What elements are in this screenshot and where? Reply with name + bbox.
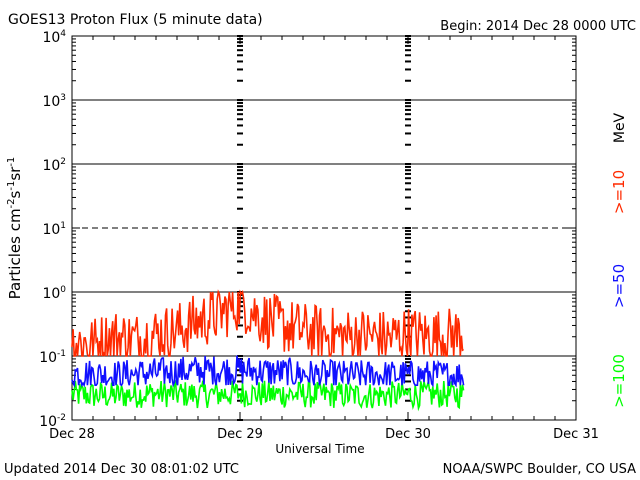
y-tick-base: 10: [42, 158, 60, 174]
y-axis-title: Particles cm-2s-1sr-1: [6, 157, 24, 300]
series-layer: [71, 289, 465, 412]
y-tick-base: 10: [42, 222, 60, 238]
legend-ge50: >=50: [610, 264, 628, 308]
y-axis-title-s: s: [6, 190, 24, 198]
y-tick-base: 10: [42, 94, 60, 110]
y-tick-exponent: 0: [60, 285, 66, 295]
x-tick-label-0: Dec 28: [49, 427, 95, 442]
legend-ge10: >=10: [610, 170, 628, 214]
y-tick-label-3: 101: [42, 221, 66, 238]
y-tick-exponent: 3: [60, 93, 66, 103]
x-axis-title: Universal Time: [275, 442, 364, 456]
y-tick-label-2: 102: [42, 157, 66, 174]
series-line-10mev: [71, 289, 465, 357]
series-line-50mev: [71, 355, 465, 388]
chart-title: GOES13 Proton Flux (5 minute data): [8, 12, 263, 28]
updated-timestamp: Updated 2014 Dec 30 08:01:02 UTC: [4, 462, 239, 477]
y-axis-title-sr: sr: [6, 166, 24, 181]
y-axis-title-text: Particles cm: [6, 208, 24, 299]
y-tick-base: 10: [39, 414, 57, 430]
y-tick-exponent: -2: [57, 413, 66, 423]
series-line-100mev: [71, 379, 465, 412]
y-tick-exponent: 4: [60, 29, 66, 39]
legend-ge100: >=100: [610, 354, 628, 408]
y-tick-base: 10: [39, 350, 57, 366]
x-tick-label-1: Dec 29: [217, 427, 263, 442]
unit-label: MeV: [612, 112, 628, 143]
credit-label: NOAA/SWPC Boulder, CO USA: [443, 462, 636, 477]
y-axis-exp-2: -1: [6, 181, 17, 191]
x-tick-labels: Dec 28 Dec 29 Dec 30 Dec 31: [49, 427, 599, 442]
reference-lines: [72, 99, 576, 357]
y-tick-exponent: 1: [60, 221, 66, 231]
y-axis-exp-1: -2: [6, 198, 17, 208]
y-tick-label-1: 103: [42, 93, 66, 110]
y-tick-base: 10: [42, 30, 60, 46]
y-tick-base: 10: [42, 286, 60, 302]
y-tick-label-4: 100: [42, 285, 66, 302]
y-tick-exponent: 2: [60, 157, 66, 167]
x-tick-label-3: Dec 31: [553, 427, 599, 442]
y-tick-label-0: 104: [42, 29, 66, 46]
y-axis-exp-3: -1: [6, 157, 17, 167]
y-tick-label-6: 10-2: [39, 413, 66, 430]
y-tick-exponent: -1: [57, 349, 66, 359]
x-tick-label-2: Dec 30: [385, 427, 431, 442]
y-tick-label-5: 10-1: [39, 349, 66, 366]
begin-time-label: Begin: 2014 Dec 28 0000 UTC: [440, 19, 636, 34]
